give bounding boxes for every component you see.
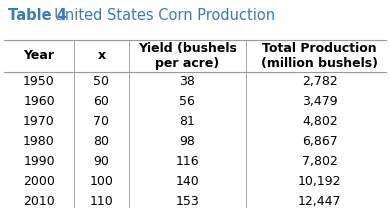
Text: 110: 110 <box>90 195 113 208</box>
Text: 1960: 1960 <box>23 95 55 108</box>
Text: 1970: 1970 <box>23 115 55 128</box>
Text: 100: 100 <box>89 175 113 188</box>
Text: 81: 81 <box>179 115 195 128</box>
Text: 2000: 2000 <box>23 175 55 188</box>
Text: 3,479: 3,479 <box>302 95 338 108</box>
Text: 6,867: 6,867 <box>302 135 338 148</box>
Text: Total Production
(million bushels): Total Production (million bushels) <box>261 42 378 70</box>
Text: 1990: 1990 <box>23 155 55 168</box>
Text: 60: 60 <box>94 95 109 108</box>
Text: 10,192: 10,192 <box>298 175 342 188</box>
Text: United States Corn Production: United States Corn Production <box>45 8 275 23</box>
Text: 2010: 2010 <box>23 195 55 208</box>
Text: 38: 38 <box>179 75 195 88</box>
Text: 12,447: 12,447 <box>298 195 342 208</box>
Text: 7,802: 7,802 <box>302 155 338 168</box>
Text: 98: 98 <box>179 135 195 148</box>
Text: 50: 50 <box>93 75 110 88</box>
Text: 153: 153 <box>176 195 199 208</box>
Text: 80: 80 <box>93 135 110 148</box>
Text: 90: 90 <box>94 155 109 168</box>
Text: 70: 70 <box>93 115 110 128</box>
Text: 140: 140 <box>176 175 199 188</box>
Text: 56: 56 <box>179 95 195 108</box>
Text: 1980: 1980 <box>23 135 55 148</box>
Text: Yield (bushels
per acre): Yield (bushels per acre) <box>138 42 237 70</box>
Text: 4,802: 4,802 <box>302 115 338 128</box>
Text: 2,782: 2,782 <box>302 75 338 88</box>
Text: Table 4: Table 4 <box>8 8 67 23</box>
Text: 1950: 1950 <box>23 75 55 88</box>
Text: x: x <box>98 49 105 62</box>
Text: Year: Year <box>23 49 55 62</box>
Text: 116: 116 <box>176 155 199 168</box>
